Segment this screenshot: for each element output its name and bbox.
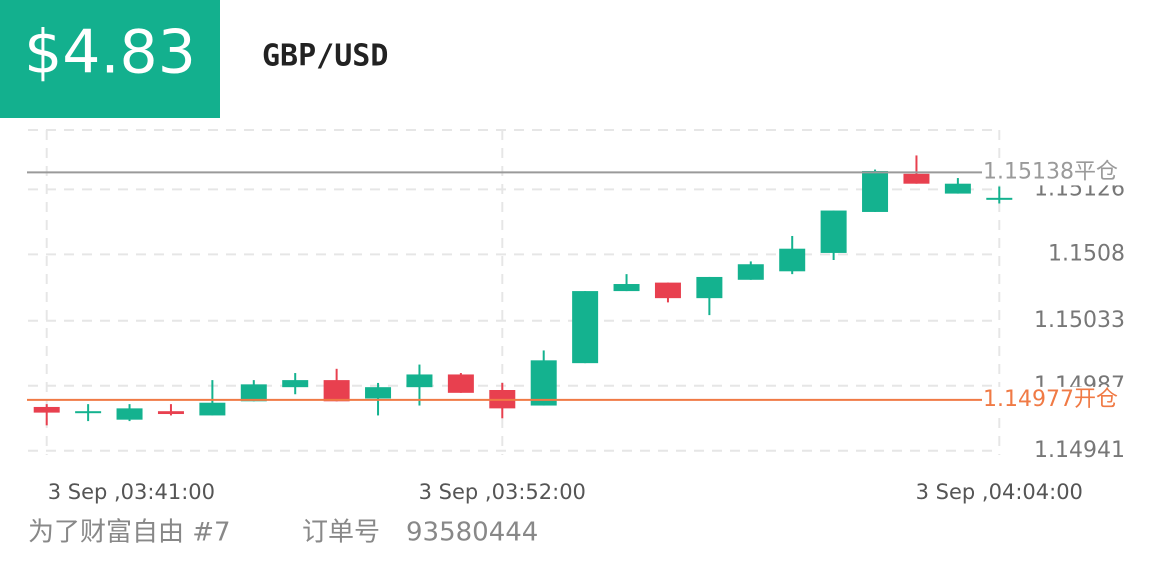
candle-body [199,402,226,416]
candle-body [654,282,681,299]
candle-body [75,411,102,414]
candle-body [282,380,309,388]
candle-body [365,387,392,399]
candle-body [116,408,143,420]
order-number: 93580444 [406,518,538,548]
candle-body [33,406,60,413]
candle-body [696,276,723,299]
x-tick-label: 3 Sep ,03:52:00 [419,480,586,504]
amount: $4.83 [24,18,196,88]
reference-label-bg [982,386,1130,413]
candle-body [613,284,640,292]
reference-label: 1.15138平仓 [983,159,1118,184]
candle-body [447,374,474,393]
candle-body [737,264,764,280]
candle-body [944,183,971,194]
candle-body [862,170,889,212]
candle-body [323,380,350,402]
order-label: 订单号 [302,518,380,548]
candle-body [572,291,599,364]
amount-badge [0,0,220,118]
candle-body [986,197,1013,200]
candle-body [779,248,806,272]
candle-body [820,210,847,253]
x-tick-label: 3 Sep ,04:04:00 [916,480,1083,504]
reference-label-bg [982,159,1130,186]
candle-body [530,360,557,406]
x-tick-label: 3 Sep ,03:41:00 [48,480,215,504]
y-tick-label: 1.15033 [1034,308,1125,333]
candle-body [240,384,267,402]
y-tick-label: 1.14941 [1034,438,1125,463]
candle-body [903,173,930,184]
candle-body [406,374,433,388]
symbol: GBP/USD [262,39,388,74]
y-tick-label: 1.1508 [1048,241,1125,266]
account-name: 为了财富自由 #7 [28,518,231,548]
reference-label: 1.14977开仓 [983,387,1118,412]
candle-body [157,411,184,415]
